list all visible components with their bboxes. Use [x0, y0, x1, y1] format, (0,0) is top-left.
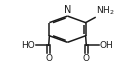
Text: O: O — [45, 54, 52, 63]
Text: N: N — [64, 5, 71, 15]
Text: O: O — [83, 54, 90, 63]
Text: OH: OH — [100, 41, 114, 50]
Text: NH$_2$: NH$_2$ — [96, 4, 114, 17]
Text: HO: HO — [21, 41, 35, 50]
